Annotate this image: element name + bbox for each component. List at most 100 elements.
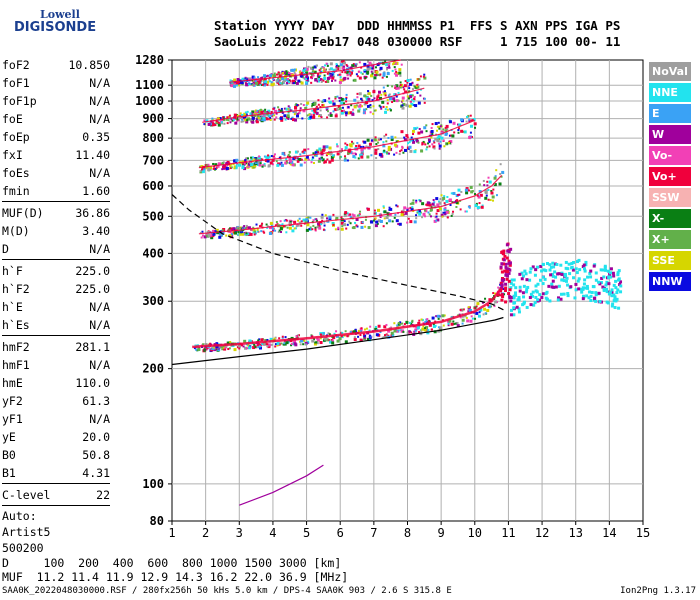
echo-point xyxy=(407,217,410,220)
echo-point xyxy=(345,227,348,230)
echo-point xyxy=(221,347,225,351)
echo-point xyxy=(250,227,254,231)
echo-point xyxy=(274,109,278,113)
echo-point xyxy=(274,336,277,339)
echo-point xyxy=(493,176,497,180)
echo-point xyxy=(332,75,335,78)
echo-point xyxy=(261,158,264,161)
echo-point xyxy=(346,223,349,226)
echo-point xyxy=(371,67,374,70)
echo-point xyxy=(559,297,563,301)
echo-point xyxy=(272,107,275,110)
echo-point xyxy=(451,212,454,215)
echo-point xyxy=(600,276,604,280)
echo-point xyxy=(329,113,333,117)
param-divider xyxy=(2,335,110,336)
legend-item: Vo+ xyxy=(649,167,691,186)
echo-point xyxy=(244,111,247,114)
echo-point xyxy=(335,65,338,68)
echo-point xyxy=(406,207,410,211)
echo-point xyxy=(216,342,219,345)
echo-point xyxy=(317,223,320,226)
echo-point xyxy=(352,142,355,145)
param-row: foF1p N/A xyxy=(2,92,110,110)
echo-point xyxy=(479,308,483,312)
echo-point xyxy=(400,149,403,152)
echo-point xyxy=(312,219,315,222)
echo-point xyxy=(548,263,552,267)
echo-point xyxy=(345,93,348,96)
echo-point xyxy=(523,269,527,273)
echo-point xyxy=(486,184,489,187)
echo-point xyxy=(370,70,373,73)
echo-point xyxy=(302,109,306,113)
echo-point xyxy=(231,119,234,122)
echo-point xyxy=(470,119,473,122)
echo-point xyxy=(328,340,332,344)
echo-point xyxy=(377,90,381,94)
echo-point xyxy=(325,338,329,342)
echo-point xyxy=(294,105,298,109)
echo-point xyxy=(295,81,299,85)
echo-point xyxy=(263,231,266,234)
echo-point xyxy=(452,210,455,213)
echo-point xyxy=(332,223,335,226)
echo-point xyxy=(406,331,409,334)
echo-point xyxy=(326,158,329,161)
param-value: 110.0 xyxy=(75,376,110,390)
echo-point xyxy=(319,341,323,345)
echo-point xyxy=(217,123,221,127)
echo-trace-line xyxy=(198,119,476,169)
echo-point xyxy=(321,104,324,107)
echo-point xyxy=(487,176,490,179)
echo-point xyxy=(357,335,360,338)
echo-point xyxy=(312,224,315,227)
echo-point xyxy=(226,122,229,125)
echo-point xyxy=(322,99,325,102)
echo-point xyxy=(352,226,356,230)
echo-point xyxy=(256,118,260,122)
param-row: C-level 22 xyxy=(2,486,110,504)
echo-point xyxy=(354,221,357,224)
echo-point xyxy=(474,317,477,320)
echo-point xyxy=(584,260,588,264)
echo-point xyxy=(523,300,527,304)
echo-point xyxy=(237,344,241,348)
echo-point xyxy=(499,265,503,269)
echo-point xyxy=(490,305,493,308)
echo-point xyxy=(292,156,296,160)
echo-point xyxy=(469,185,473,189)
echo-point xyxy=(399,74,402,77)
echo-point xyxy=(386,102,389,105)
echo-point xyxy=(593,297,597,301)
echo-point xyxy=(269,161,273,165)
echo-point xyxy=(266,345,269,348)
param-value: N/A xyxy=(89,412,110,426)
echo-point xyxy=(346,159,349,162)
echo-point xyxy=(323,224,326,227)
echo-point xyxy=(326,80,330,84)
echo-point xyxy=(515,305,519,309)
echo-point xyxy=(410,322,413,325)
echo-point xyxy=(438,147,441,150)
echo-point xyxy=(370,139,373,142)
echo-point xyxy=(290,342,293,345)
echo-point xyxy=(224,346,227,349)
echo-point xyxy=(216,164,220,168)
echo-point xyxy=(296,104,299,107)
echo-point xyxy=(294,73,297,76)
echo-point xyxy=(436,209,440,213)
echo-point xyxy=(225,161,229,165)
file-info-footer: SAA0K_2022048030000.RSF / 280fx256h 50 k… xyxy=(2,586,452,596)
echo-point xyxy=(317,72,320,75)
echo-point xyxy=(348,149,352,153)
echo-point xyxy=(286,161,289,164)
echo-point xyxy=(317,159,321,163)
echo-point xyxy=(393,153,396,156)
echo-point xyxy=(310,334,313,337)
echo-point xyxy=(419,75,422,78)
echo-point xyxy=(275,112,278,115)
echo-point xyxy=(322,334,325,337)
echo-point xyxy=(373,76,377,80)
echo-point xyxy=(285,231,288,234)
